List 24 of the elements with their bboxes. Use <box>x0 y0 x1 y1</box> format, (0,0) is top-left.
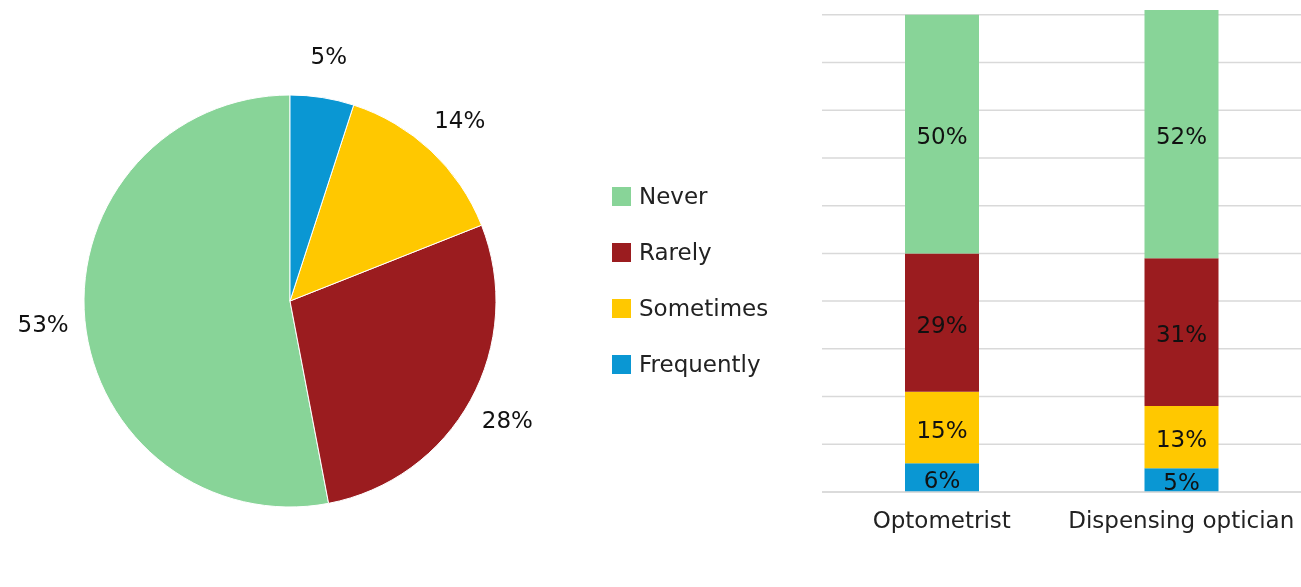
data-label: 6% <box>923 466 961 493</box>
bar <box>905 253 979 392</box>
legend-label: Never <box>639 183 708 209</box>
data-label: 28% <box>481 407 533 434</box>
legend-label: Frequently <box>639 351 761 377</box>
bar <box>1144 258 1219 407</box>
data-label: 14% <box>434 107 486 134</box>
data-label: 29% <box>916 311 968 338</box>
bar <box>905 14 979 254</box>
legend-label: Rarely <box>639 239 712 265</box>
data-label: 52% <box>1155 123 1208 150</box>
data-label: 50% <box>916 123 968 150</box>
data-label: 15% <box>916 416 968 443</box>
x-tick-label: Optometrist <box>872 507 1011 534</box>
bar <box>905 391 979 464</box>
data-label: 53% <box>17 311 69 338</box>
bar <box>1144 406 1219 469</box>
data-label: 5% <box>1163 469 1200 496</box>
data-label: 13% <box>1155 426 1208 453</box>
x-tick-label: Dispensing optician <box>1068 507 1295 534</box>
data-label: 31% <box>1155 321 1208 348</box>
data-label: 5% <box>310 43 348 70</box>
bar <box>1144 10 1219 259</box>
legend-label: Sometimes <box>639 295 769 321</box>
